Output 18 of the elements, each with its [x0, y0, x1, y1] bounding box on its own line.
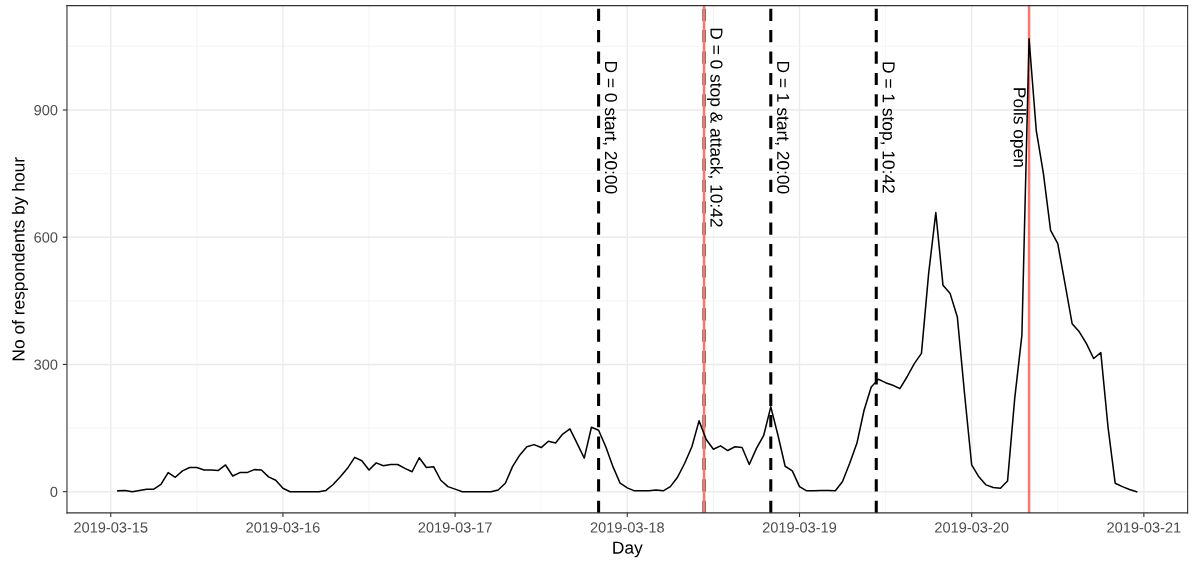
x-tick-label: 2019-03-18 [590, 522, 664, 533]
ref-line-label: Polls open [1010, 88, 1027, 167]
x-tick-label: 2019-03-17 [418, 522, 492, 533]
y-tick-label: 0 [50, 486, 58, 498]
x-tick-label: 2019-03-21 [1107, 522, 1181, 533]
ref-line-label: D = 0 stop & attack, 10:42 [706, 28, 724, 227]
x-tick-label: 2019-03-15 [74, 522, 148, 533]
x-axis-title: Day [613, 541, 643, 558]
y-tick-label: 300 [34, 359, 58, 370]
y-axis-title: No of respondents by hour [11, 157, 29, 361]
x-tick-label: 2019-03-20 [935, 522, 1009, 533]
y-tick-label: 600 [34, 232, 58, 243]
ref-line-label: D = 0 start, 20:00 [602, 61, 618, 194]
x-tick-label: 2019-03-16 [246, 522, 320, 533]
ref-line-label: D = 1 start, 20:00 [774, 61, 790, 194]
y-tick-label: 900 [34, 105, 58, 116]
ref-line-label: D = 1 stop, 10:42 [879, 62, 895, 193]
x-tick-label: 2019-03-19 [762, 522, 837, 533]
